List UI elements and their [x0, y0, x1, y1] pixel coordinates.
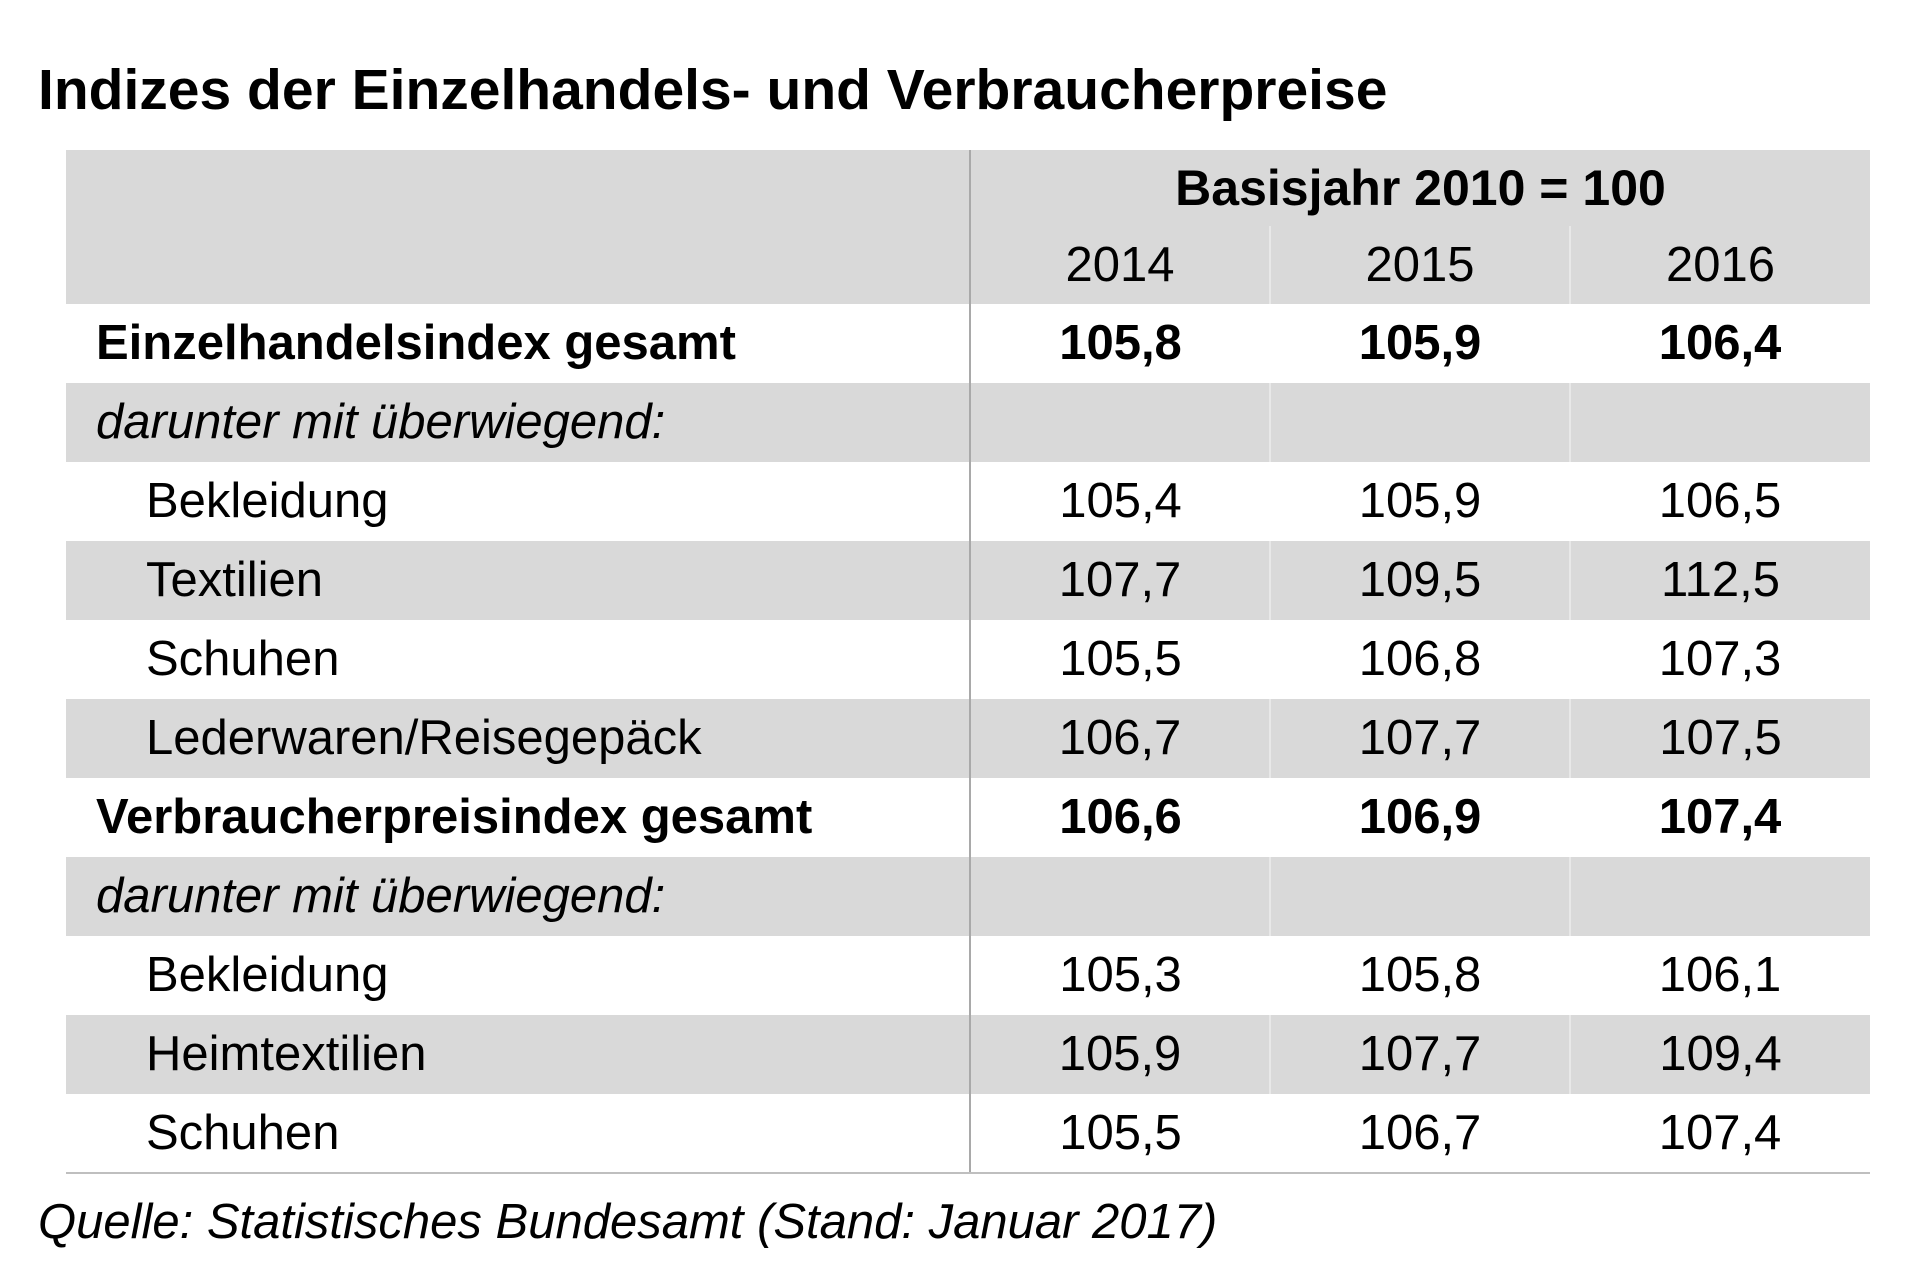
value-cell: 105,3: [1059, 948, 1182, 1002]
row-label: Einzelhandelsindex gesamt: [66, 304, 971, 383]
page-title: Indizes der Einzelhandels- und Verbrauch…: [38, 58, 1388, 122]
value-cell: 106,7: [970, 699, 1270, 778]
value-cell: 107,3: [1658, 632, 1782, 686]
table-row: Textilien 107,7 109,5 112,5: [66, 541, 1870, 620]
value-cell: 107,7: [1269, 699, 1570, 778]
value-cell: 112,5: [1569, 541, 1870, 620]
table-row: Lederwaren/Reisegepäck 106,7 107,7 107,5: [66, 699, 1870, 778]
table-header-row-basis: Basisjahr 2010 = 100: [66, 150, 1870, 226]
value-cell: 107,5: [1569, 699, 1870, 778]
value-cell: 106,9: [1358, 790, 1482, 844]
year-header: 2014: [970, 226, 1270, 304]
row-label: Bekleidung: [66, 936, 971, 1015]
value-cell: 107,7: [970, 541, 1270, 620]
table-row: Bekleidung 105,4 105,9 106,5: [66, 462, 1870, 541]
value-cell: [970, 857, 1270, 936]
price-index-table: Basisjahr 2010 = 100 2014 2015 2016 Einz…: [66, 150, 1870, 1174]
value-cell: 109,5: [1269, 541, 1570, 620]
value-cell: 106,8: [1358, 632, 1482, 686]
value-cell: 105,8: [1358, 948, 1482, 1002]
value-cell: 106,7: [1270, 1094, 1570, 1174]
value-cell: [1569, 857, 1870, 936]
value-cell: 106,1: [1658, 948, 1782, 1002]
row-label: darunter mit überwiegend:: [66, 383, 971, 462]
row-label: Lederwaren/Reisegepäck: [66, 699, 971, 778]
value-cell: 106,4: [1658, 316, 1782, 370]
value-cell: [1569, 383, 1870, 462]
table-row: Schuhen 105,5 106,7 107,4: [66, 1094, 1870, 1174]
value-cell: 107,4: [1570, 1094, 1870, 1174]
row-label: Schuhen: [66, 620, 971, 699]
value-cell: 105,9: [1358, 474, 1482, 528]
value-cell: 107,7: [1269, 1015, 1570, 1094]
year-header: 2016: [1569, 226, 1870, 304]
year-header: 2015: [1269, 226, 1570, 304]
basis-year-label: Basisjahr 2010 = 100: [970, 150, 1870, 226]
table-row-subheading: darunter mit überwiegend:: [66, 857, 1870, 936]
value-cell: 106,6: [1059, 790, 1182, 844]
table-header-row-years: 2014 2015 2016: [66, 226, 1870, 304]
row-label: Textilien: [66, 541, 971, 620]
value-cell: 105,4: [1059, 474, 1182, 528]
header-blank-cell: [66, 150, 971, 226]
value-cell: [1269, 857, 1570, 936]
value-cell: 107,4: [1658, 790, 1782, 844]
value-cell: 105,5: [970, 1094, 1270, 1174]
value-cell: 105,9: [970, 1015, 1270, 1094]
table-row: Heimtextilien 105,9 107,7 109,4: [66, 1015, 1870, 1094]
table-row: Schuhen 105,5 106,8 107,3: [66, 620, 1870, 699]
table-row-total: Verbraucherpreisindex gesamt 106,6 106,9…: [66, 778, 1870, 857]
table-row-total: Einzelhandelsindex gesamt 105,8 105,9 10…: [66, 304, 1870, 383]
table-row-subheading: darunter mit überwiegend:: [66, 383, 1870, 462]
value-cell: 105,5: [1059, 632, 1182, 686]
row-label: Bekleidung: [66, 462, 971, 541]
source-note: Quelle: Statistisches Bundesamt (Stand: …: [38, 1195, 1218, 1249]
value-cell: [1269, 383, 1570, 462]
value-cell: 105,8: [1059, 316, 1182, 370]
value-cell: 105,9: [1358, 316, 1482, 370]
row-label: Schuhen: [66, 1094, 971, 1174]
value-cell: 109,4: [1569, 1015, 1870, 1094]
row-label: darunter mit überwiegend:: [66, 857, 971, 936]
header-blank-cell: [66, 226, 971, 304]
value-cell: 106,5: [1658, 474, 1782, 528]
value-cell: [970, 383, 1270, 462]
row-label: Heimtextilien: [66, 1015, 971, 1094]
table-row: Bekleidung 105,3 105,8 106,1: [66, 936, 1870, 1015]
row-label: Verbraucherpreisindex gesamt: [66, 778, 971, 857]
